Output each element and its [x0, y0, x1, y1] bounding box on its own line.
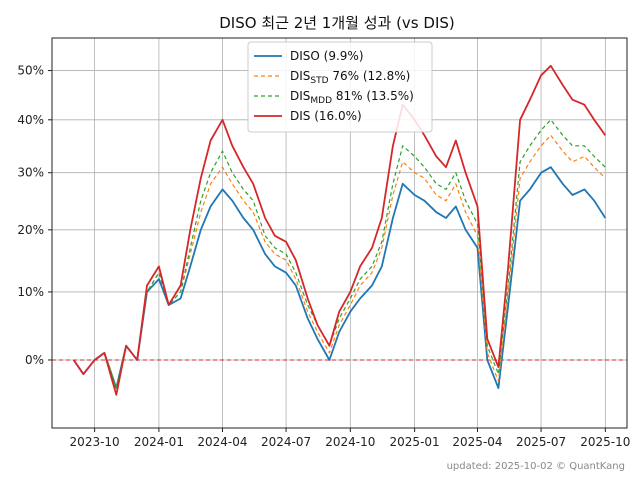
y-axis: 0% 10% 20% 30% 40% 50% — [17, 64, 52, 367]
x-tick-label: 2025-04 — [452, 435, 502, 449]
legend-entry-0: DISO (9.9%) — [290, 49, 364, 63]
series-line-0 — [72, 166, 607, 389]
legend-prefix: DIS — [290, 89, 310, 103]
y-tick-label: 20% — [17, 223, 44, 237]
footer-text: updated: 2025-10-02 © QuantKang — [447, 461, 625, 472]
series-line-2 — [73, 119, 606, 389]
x-tick-label: 2024-04 — [197, 435, 247, 449]
legend-suffix: 76% (12.8%) — [329, 69, 411, 83]
legend-entry-1: DISSTD 76% (12.8%) — [290, 69, 410, 86]
x-tick-label: 2024-07 — [261, 435, 311, 449]
legend-prefix: DISO — [290, 49, 320, 63]
y-tick-label: 40% — [17, 113, 44, 127]
x-tick-label: 2025-01 — [390, 435, 440, 449]
legend-suffix: 81% (13.5%) — [332, 89, 414, 103]
legend-subscript: STD — [310, 76, 328, 86]
y-tick-label: 0% — [25, 353, 44, 367]
y-tick-label: 50% — [17, 64, 44, 78]
x-tick-label: 2024-01 — [134, 435, 184, 449]
legend-entry-3: DIS (16.0%) — [290, 109, 362, 123]
legend: DISO (9.9%)DISSTD 76% (12.8%)DISMDD 81% … — [247, 41, 433, 133]
legend-suffix: (16.0%) — [310, 109, 361, 123]
x-tick-label: 2024-10 — [325, 435, 375, 449]
legend-box — [247, 41, 433, 133]
x-tick-label: 2025-07 — [516, 435, 566, 449]
y-tick-label: 10% — [17, 285, 44, 299]
series-line-3 — [72, 64, 607, 396]
x-tick-label: 2025-10 — [580, 435, 630, 449]
series-line-1 — [73, 134, 606, 389]
x-axis: 2023-10 2024-01 2024-04 2024-07 2024-10 2025-… — [70, 428, 630, 449]
legend-entry-2: DISMDD 81% (13.5%) — [290, 89, 414, 106]
legend-prefix: DIS — [290, 109, 310, 123]
legend-subscript: MDD — [310, 96, 332, 106]
x-tick-label: 2023-10 — [70, 435, 120, 449]
plot-frame — [51, 37, 628, 429]
y-tick-label: 30% — [17, 166, 44, 180]
chart-title: DISO 최근 2년 1개월 성과 (vs DIS) — [219, 14, 455, 32]
legend-suffix: (9.9%) — [320, 49, 364, 63]
legend-prefix: DIS — [290, 69, 310, 83]
series-group — [72, 64, 607, 396]
